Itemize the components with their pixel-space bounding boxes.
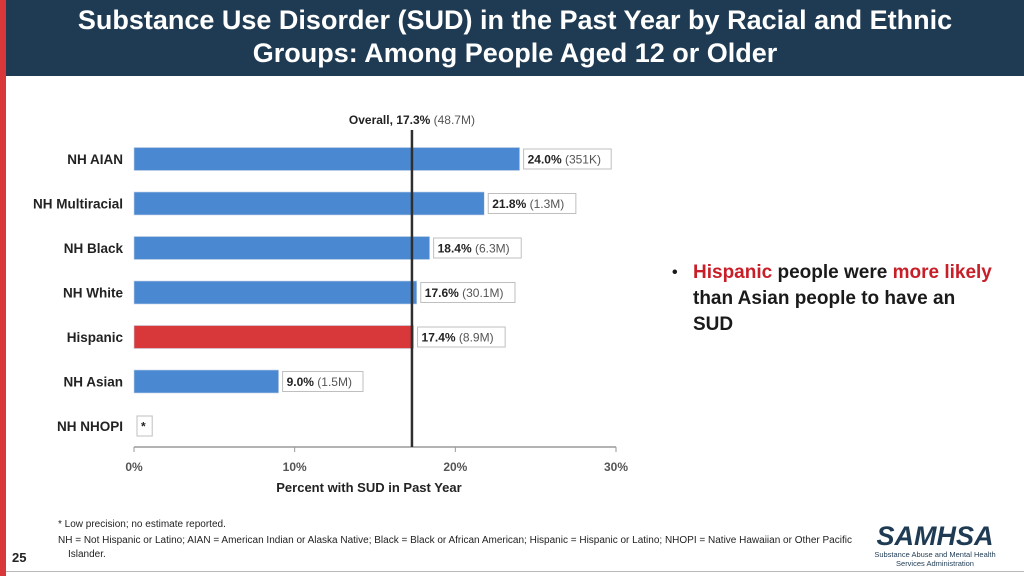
data-label-nh-black: 18.4% (6.3M) (438, 242, 510, 256)
data-label-box-nh-white (420, 282, 516, 303)
bar-nh-asian (133, 369, 279, 394)
data-label-count: (351K) (562, 153, 601, 167)
category-label-nh-nhopi: NH NHOPI (57, 419, 123, 434)
bullet-text-1: people were (772, 262, 893, 283)
bar-hispanic (133, 325, 414, 349)
category-label-nh-aian: NH AIAN (67, 152, 123, 167)
data-label-box-hispanic (417, 326, 506, 348)
category-label-hispanic: Hispanic (67, 330, 124, 345)
data-label-value: 18.4% (438, 242, 472, 256)
data-label-count: (30.1M) (459, 286, 504, 300)
data-label-value: 9.0% (287, 375, 315, 389)
x-axis-title: Percent with SUD in Past Year (276, 480, 461, 495)
samhsa-logo: SAMHSA Substance Abuse and Mental Health… (860, 522, 1010, 570)
data-label-value: 17.6% (425, 286, 459, 300)
sud-bar-chart: 0% 10% 20% 30% Percent with SUD in Past Year… (33, 113, 628, 495)
x-tick-label: 20% (443, 460, 467, 474)
data-label-nh-nhopi: * (141, 420, 146, 434)
bullet-more-likely: more likely (892, 262, 992, 283)
logo-sub-line-1: Substance Abuse and Mental Health (874, 550, 996, 559)
title-line-2: Groups: Among People Aged 12 or Older (252, 38, 778, 68)
left-accent-stripe (0, 0, 6, 576)
overall-reference-count: (48.7M) (430, 113, 475, 127)
title-line-1: Substance Use Disorder (SUD) in the Past… (77, 5, 953, 35)
data-label-box-nh-multiracial (487, 193, 577, 214)
data-label-nh-asian: 9.0% (1.5M) (287, 375, 352, 389)
logo-sub-line-2: Services Administration (896, 559, 974, 568)
data-label-box-nh-nhopi (136, 415, 153, 437)
bar-nh-white (133, 280, 418, 305)
bullet-hispanic: Hispanic (693, 262, 773, 283)
data-label-value: 17.4% (422, 331, 456, 345)
data-label-count: (1.5M) (314, 375, 352, 389)
bar-nh-aian (133, 147, 520, 171)
bullet-text: Hispanic people were more likely than As… (672, 260, 992, 338)
data-label-count: (8.9M) (456, 331, 494, 345)
page-number: 25 (12, 550, 27, 565)
data-label-nh-white: 17.6% (30.1M) (425, 286, 504, 300)
data-label-value: 24.0% (528, 153, 562, 167)
category-label-nh-black: NH Black (64, 241, 124, 256)
category-label-nh-multiracial: NH Multiracial (33, 197, 123, 212)
header-banner (6, 0, 1024, 76)
category-label-nh-asian: NH Asian (63, 375, 123, 390)
logo-brand: SAMHSA (876, 521, 994, 551)
data-label-nh-aian: 24.0% (351K) (528, 153, 601, 167)
x-tick-label: 0% (125, 460, 143, 474)
footnote-abbreviations: NH = Not Hispanic or Latino; AIAN = Amer… (58, 535, 852, 560)
data-label-value: 21.8% (492, 197, 526, 211)
data-label-value: * (141, 420, 146, 434)
footnote-precision: * Low precision; no estimate reported. (58, 519, 226, 530)
data-label-count: (1.3M) (526, 197, 564, 211)
data-label-count: (6.3M) (472, 242, 510, 256)
overall-reference-label: Overall, 17.3% (48.7M) (349, 113, 475, 127)
key-finding-bullet: • Hispanic people were more likely than … (672, 260, 992, 338)
bar-nh-multiracial (133, 191, 485, 216)
bar-nh-black (133, 236, 430, 260)
data-label-box-nh-black (433, 237, 522, 259)
data-label-hispanic: 17.4% (8.9M) (422, 331, 494, 345)
bullet-text-2: than Asian people to have an SUD (693, 288, 956, 335)
x-tick-label: 10% (283, 460, 307, 474)
footnotes: * Low precision; no estimate reported. N… (58, 518, 858, 562)
slide-title: Substance Use Disorder (SUD) in the Past… (6, 4, 1024, 70)
bullet-icon: • (672, 264, 678, 281)
bottom-divider (6, 571, 1024, 572)
category-label-nh-white: NH White (63, 286, 123, 301)
data-label-box-nh-aian (523, 148, 612, 170)
overall-reference-value: Overall, 17.3% (349, 113, 431, 127)
data-label-nh-multiracial: 21.8% (1.3M) (492, 197, 564, 211)
data-label-box-nh-asian (282, 371, 364, 392)
x-tick-label: 30% (604, 460, 628, 474)
